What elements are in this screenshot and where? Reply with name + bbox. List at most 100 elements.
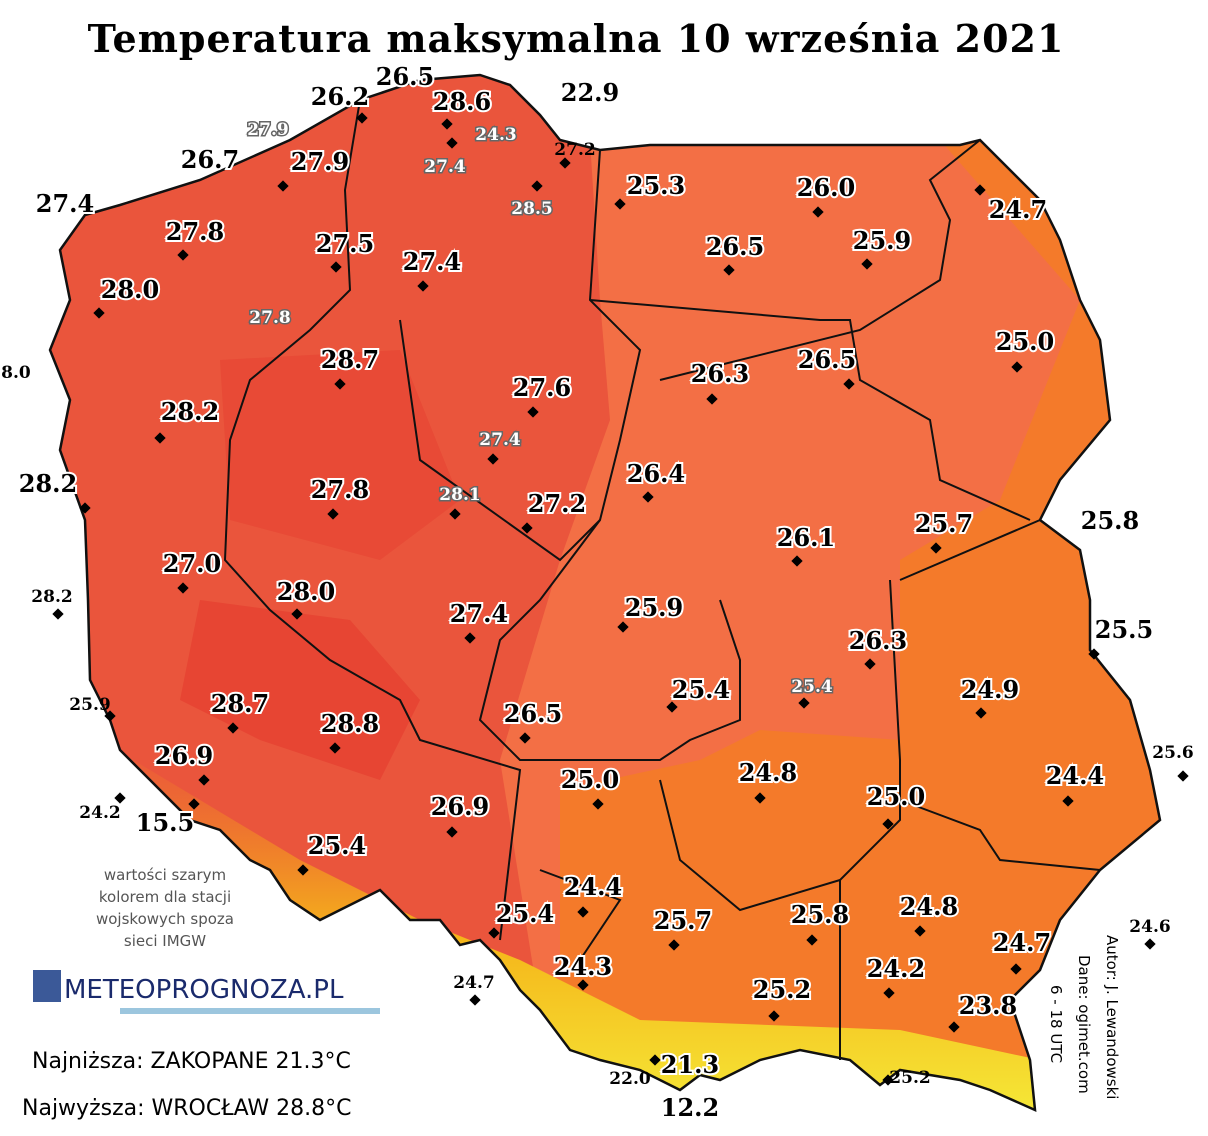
station-value: 24.4 bbox=[1046, 761, 1104, 790]
station-value: 27.8 bbox=[166, 217, 224, 246]
station-value: 24.7 bbox=[453, 973, 494, 993]
station-dot bbox=[843, 378, 855, 390]
station-dot bbox=[668, 939, 680, 951]
station-value: 24.9 bbox=[961, 675, 1019, 704]
station-value: 28.2 bbox=[31, 587, 72, 607]
station-dot bbox=[52, 608, 64, 620]
station-value: 27.4 bbox=[450, 599, 508, 628]
station-dot bbox=[1088, 648, 1100, 660]
station-value: 24.8 bbox=[739, 758, 797, 787]
station-value: 28.5 bbox=[511, 199, 552, 219]
logo: METEOPROGNOZA.PL bbox=[33, 970, 380, 1014]
station-dot bbox=[666, 701, 678, 713]
station-dot bbox=[177, 582, 189, 594]
station-dot bbox=[417, 280, 429, 292]
station-dot bbox=[930, 542, 942, 554]
station-dot bbox=[114, 792, 126, 804]
station-value: 25.8 bbox=[791, 900, 849, 929]
station-value: 25.0 bbox=[561, 765, 619, 794]
logo-icon bbox=[33, 970, 61, 1002]
station-value: 26.2 bbox=[311, 82, 369, 111]
station-value: 28.0 bbox=[277, 577, 335, 606]
station-value: 25.3 bbox=[627, 171, 685, 200]
note-line: kolorem dla stacji bbox=[99, 888, 231, 906]
station-dot bbox=[488, 927, 500, 939]
station-value: 23.8 bbox=[959, 991, 1017, 1020]
logo-bar bbox=[120, 1008, 380, 1014]
station-value: 28.8 bbox=[321, 709, 379, 738]
station-value: 26.7 bbox=[181, 145, 239, 174]
station-dot bbox=[882, 818, 894, 830]
station-dot bbox=[592, 798, 604, 810]
station-value: 28.1 bbox=[439, 485, 480, 505]
station-dot bbox=[1010, 963, 1022, 975]
station-dot bbox=[487, 453, 499, 465]
station-value: 24.2 bbox=[79, 803, 120, 823]
credit: Autor: J. Lewandowski bbox=[1103, 935, 1121, 1099]
note-line: sieci IMGW bbox=[124, 932, 206, 950]
station-value: 26.3 bbox=[691, 359, 749, 388]
station-value: 26.5 bbox=[798, 345, 856, 374]
station-value: 24.8 bbox=[900, 892, 958, 921]
station-value: 26.5 bbox=[376, 62, 434, 91]
station-value: 26.5 bbox=[504, 699, 562, 728]
station-dot bbox=[297, 864, 309, 876]
station-value: 25.9 bbox=[853, 226, 911, 255]
station-value: 24.2 bbox=[867, 954, 925, 983]
station-value: 26.0 bbox=[797, 173, 855, 202]
station-value: 28.2 bbox=[161, 397, 219, 426]
station-value: 25.0 bbox=[996, 327, 1054, 356]
station-value: 25.9 bbox=[625, 593, 683, 622]
station-dot bbox=[577, 906, 589, 918]
station-dot bbox=[521, 522, 533, 534]
station-value: 25.6 bbox=[1152, 743, 1193, 763]
station-dot bbox=[291, 608, 303, 620]
station-dot bbox=[519, 732, 531, 744]
station-value: 27.6 bbox=[513, 373, 571, 402]
station-value: 28.6 bbox=[433, 87, 491, 116]
station-dot bbox=[812, 206, 824, 218]
station-dot bbox=[330, 261, 342, 273]
station-value: 27.2 bbox=[554, 140, 595, 160]
station-value: 28.2 bbox=[19, 469, 77, 498]
station-value: 26.1 bbox=[777, 523, 835, 552]
station-dot bbox=[723, 264, 735, 276]
station-value: 26.3 bbox=[849, 626, 907, 655]
station-dot bbox=[198, 774, 210, 786]
region-borders bbox=[223, 99, 1101, 1060]
station-dot bbox=[642, 491, 654, 503]
station-value: 26.4 bbox=[627, 459, 685, 488]
station-value: 24.7 bbox=[989, 195, 1047, 224]
station-value: 25.2 bbox=[889, 1068, 930, 1088]
station-dot bbox=[527, 406, 539, 418]
station-dot bbox=[334, 378, 346, 390]
station-dot bbox=[446, 826, 458, 838]
station-dot bbox=[791, 555, 803, 567]
station-dot bbox=[706, 393, 718, 405]
station-value: 25.0 bbox=[867, 782, 925, 811]
station-value: 27.8 bbox=[311, 475, 369, 504]
station-value: 26.9 bbox=[155, 741, 213, 770]
station-value: 27.4 bbox=[424, 157, 466, 177]
station-dot bbox=[154, 432, 166, 444]
station-dot bbox=[531, 180, 543, 192]
station-dot bbox=[798, 697, 810, 709]
station-dot bbox=[277, 180, 289, 192]
station-value: 27.9 bbox=[247, 120, 288, 140]
credit: Dane: ogimet.com bbox=[1075, 955, 1093, 1094]
station-value: 26.9 bbox=[431, 792, 489, 821]
station-dot bbox=[577, 979, 589, 991]
station-value: 25.7 bbox=[915, 509, 973, 538]
station-value: 28.0 bbox=[101, 275, 159, 304]
station-value: 27.0 bbox=[163, 549, 221, 578]
station-dot bbox=[227, 722, 239, 734]
highest: Najwyższa: WROCŁAW 28.8°C bbox=[22, 1096, 352, 1121]
station-value: 27.4 bbox=[36, 189, 94, 218]
station-value: 27.4 bbox=[479, 430, 521, 450]
station-dot bbox=[806, 934, 818, 946]
station-value: 24.3 bbox=[475, 125, 516, 145]
station-value: 25.4 bbox=[791, 677, 833, 697]
logo-text: METEOPROGNOZA.PL bbox=[64, 975, 344, 1005]
station-value: 25.4 bbox=[496, 899, 554, 928]
